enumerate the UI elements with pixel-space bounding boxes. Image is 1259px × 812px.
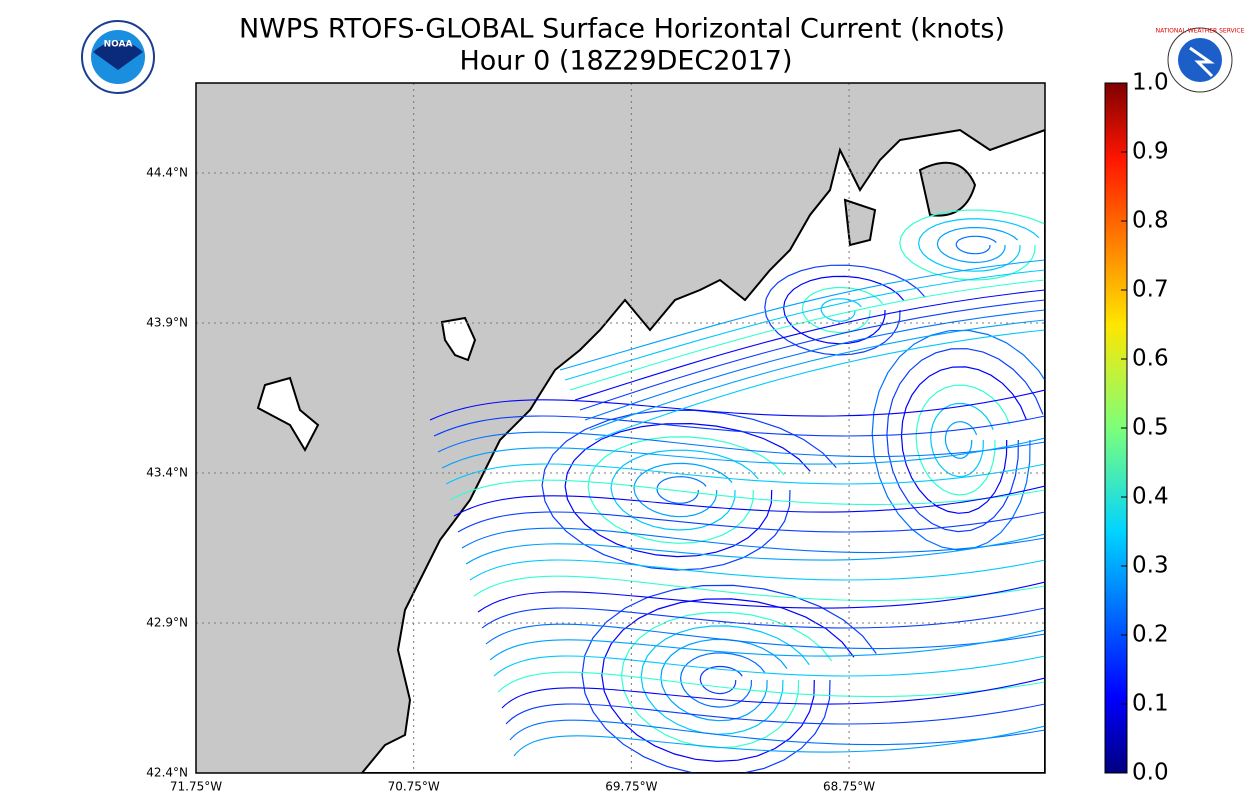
colorbar-tick-label: 0.0 xyxy=(1132,760,1169,786)
map xyxy=(196,83,1045,773)
colorbar-tick-label: 1.0 xyxy=(1132,70,1169,96)
streamline xyxy=(579,299,1045,411)
streamline xyxy=(569,279,1045,391)
noaa-logo: NOAA xyxy=(81,20,155,94)
island xyxy=(843,198,877,247)
streamline xyxy=(457,511,1045,533)
streamline xyxy=(584,309,1045,421)
y-tick-label: 42.9°N xyxy=(146,616,188,630)
streamline xyxy=(764,264,926,356)
colorbar-tick-label: 0.7 xyxy=(1132,277,1169,303)
streamline xyxy=(437,431,1045,458)
streamline xyxy=(594,329,1045,441)
logo-text: NOAA xyxy=(104,40,133,50)
streamline xyxy=(955,235,997,255)
streamline xyxy=(461,527,1045,554)
colorbar-tick-label: 0.5 xyxy=(1132,415,1169,441)
streamline xyxy=(501,677,1045,709)
streamline xyxy=(564,422,811,558)
colorbar-tick-label: 0.3 xyxy=(1132,553,1169,579)
streamline xyxy=(900,366,1027,514)
streamline xyxy=(620,611,833,749)
streamline xyxy=(915,384,1011,496)
streamline xyxy=(574,289,1045,401)
subtitle: Hour 0 (18Z29DEC2017) xyxy=(459,46,792,77)
y-tick-label: 43.9°N xyxy=(146,316,188,330)
streamline xyxy=(445,463,1045,485)
x-tick-label: 68.75°W xyxy=(823,780,875,794)
island xyxy=(918,161,977,217)
streamline xyxy=(633,462,733,518)
streamline xyxy=(640,625,810,735)
streamline xyxy=(453,485,1045,517)
streamline xyxy=(469,559,1045,581)
streamline xyxy=(564,269,1045,381)
streamline xyxy=(493,655,1045,677)
streamline xyxy=(481,607,1045,629)
streamline xyxy=(801,287,884,334)
streamline xyxy=(429,389,1045,421)
colorbar-tick-label: 0.4 xyxy=(1132,484,1169,510)
lake xyxy=(256,376,320,453)
streamline xyxy=(871,329,1045,551)
streamline xyxy=(513,725,1045,757)
streamline xyxy=(489,629,1045,661)
colorbar-tick-label: 0.8 xyxy=(1132,208,1169,234)
streamline xyxy=(656,476,707,504)
x-tick-label: 71.75°W xyxy=(170,780,222,794)
streamline xyxy=(441,437,1045,469)
colorbar-tick-label: 0.9 xyxy=(1132,139,1169,165)
x-tick-label: 70.75°W xyxy=(388,780,440,794)
streamline xyxy=(886,348,1044,533)
y-tick-label: 42.4°N xyxy=(146,766,188,780)
x-tick-label: 69.75°W xyxy=(605,780,657,794)
colorbar-tick-label: 0.2 xyxy=(1132,622,1169,648)
streamline xyxy=(944,421,978,459)
streamline xyxy=(820,298,862,322)
streamline xyxy=(473,575,1045,602)
streamline xyxy=(917,218,1040,272)
streamline xyxy=(581,584,877,773)
streamline xyxy=(505,703,1045,725)
colorbar-tick-label: 0.6 xyxy=(1132,346,1169,372)
lake xyxy=(440,316,477,362)
logo-text: NATIONAL WEATHER SERVICE xyxy=(1156,28,1245,35)
streamline xyxy=(485,623,1045,650)
streamline xyxy=(699,665,743,695)
nws-logo: NATIONAL WEATHER SERVICE xyxy=(1156,27,1245,93)
streamline xyxy=(433,415,1045,437)
streamline xyxy=(679,652,766,708)
streamline xyxy=(477,581,1045,613)
streamline xyxy=(497,671,1045,698)
title: NWPS RTOFS-GLOBAL Surface Horizontal Cur… xyxy=(239,14,1005,45)
streamline xyxy=(509,719,1045,746)
streamline xyxy=(610,449,759,531)
y-tick-label: 43.4°N xyxy=(146,466,188,480)
streamline xyxy=(601,598,855,763)
streamline xyxy=(559,259,1045,371)
streamline xyxy=(936,227,1018,264)
streamline xyxy=(449,479,1045,506)
y-tick-label: 44.4°N xyxy=(146,166,188,180)
map-frame xyxy=(195,82,1046,774)
colorbar-tick-label: 0.1 xyxy=(1132,691,1169,717)
streamline xyxy=(589,319,1045,431)
streamline xyxy=(465,533,1045,565)
streamlines xyxy=(429,209,1045,773)
